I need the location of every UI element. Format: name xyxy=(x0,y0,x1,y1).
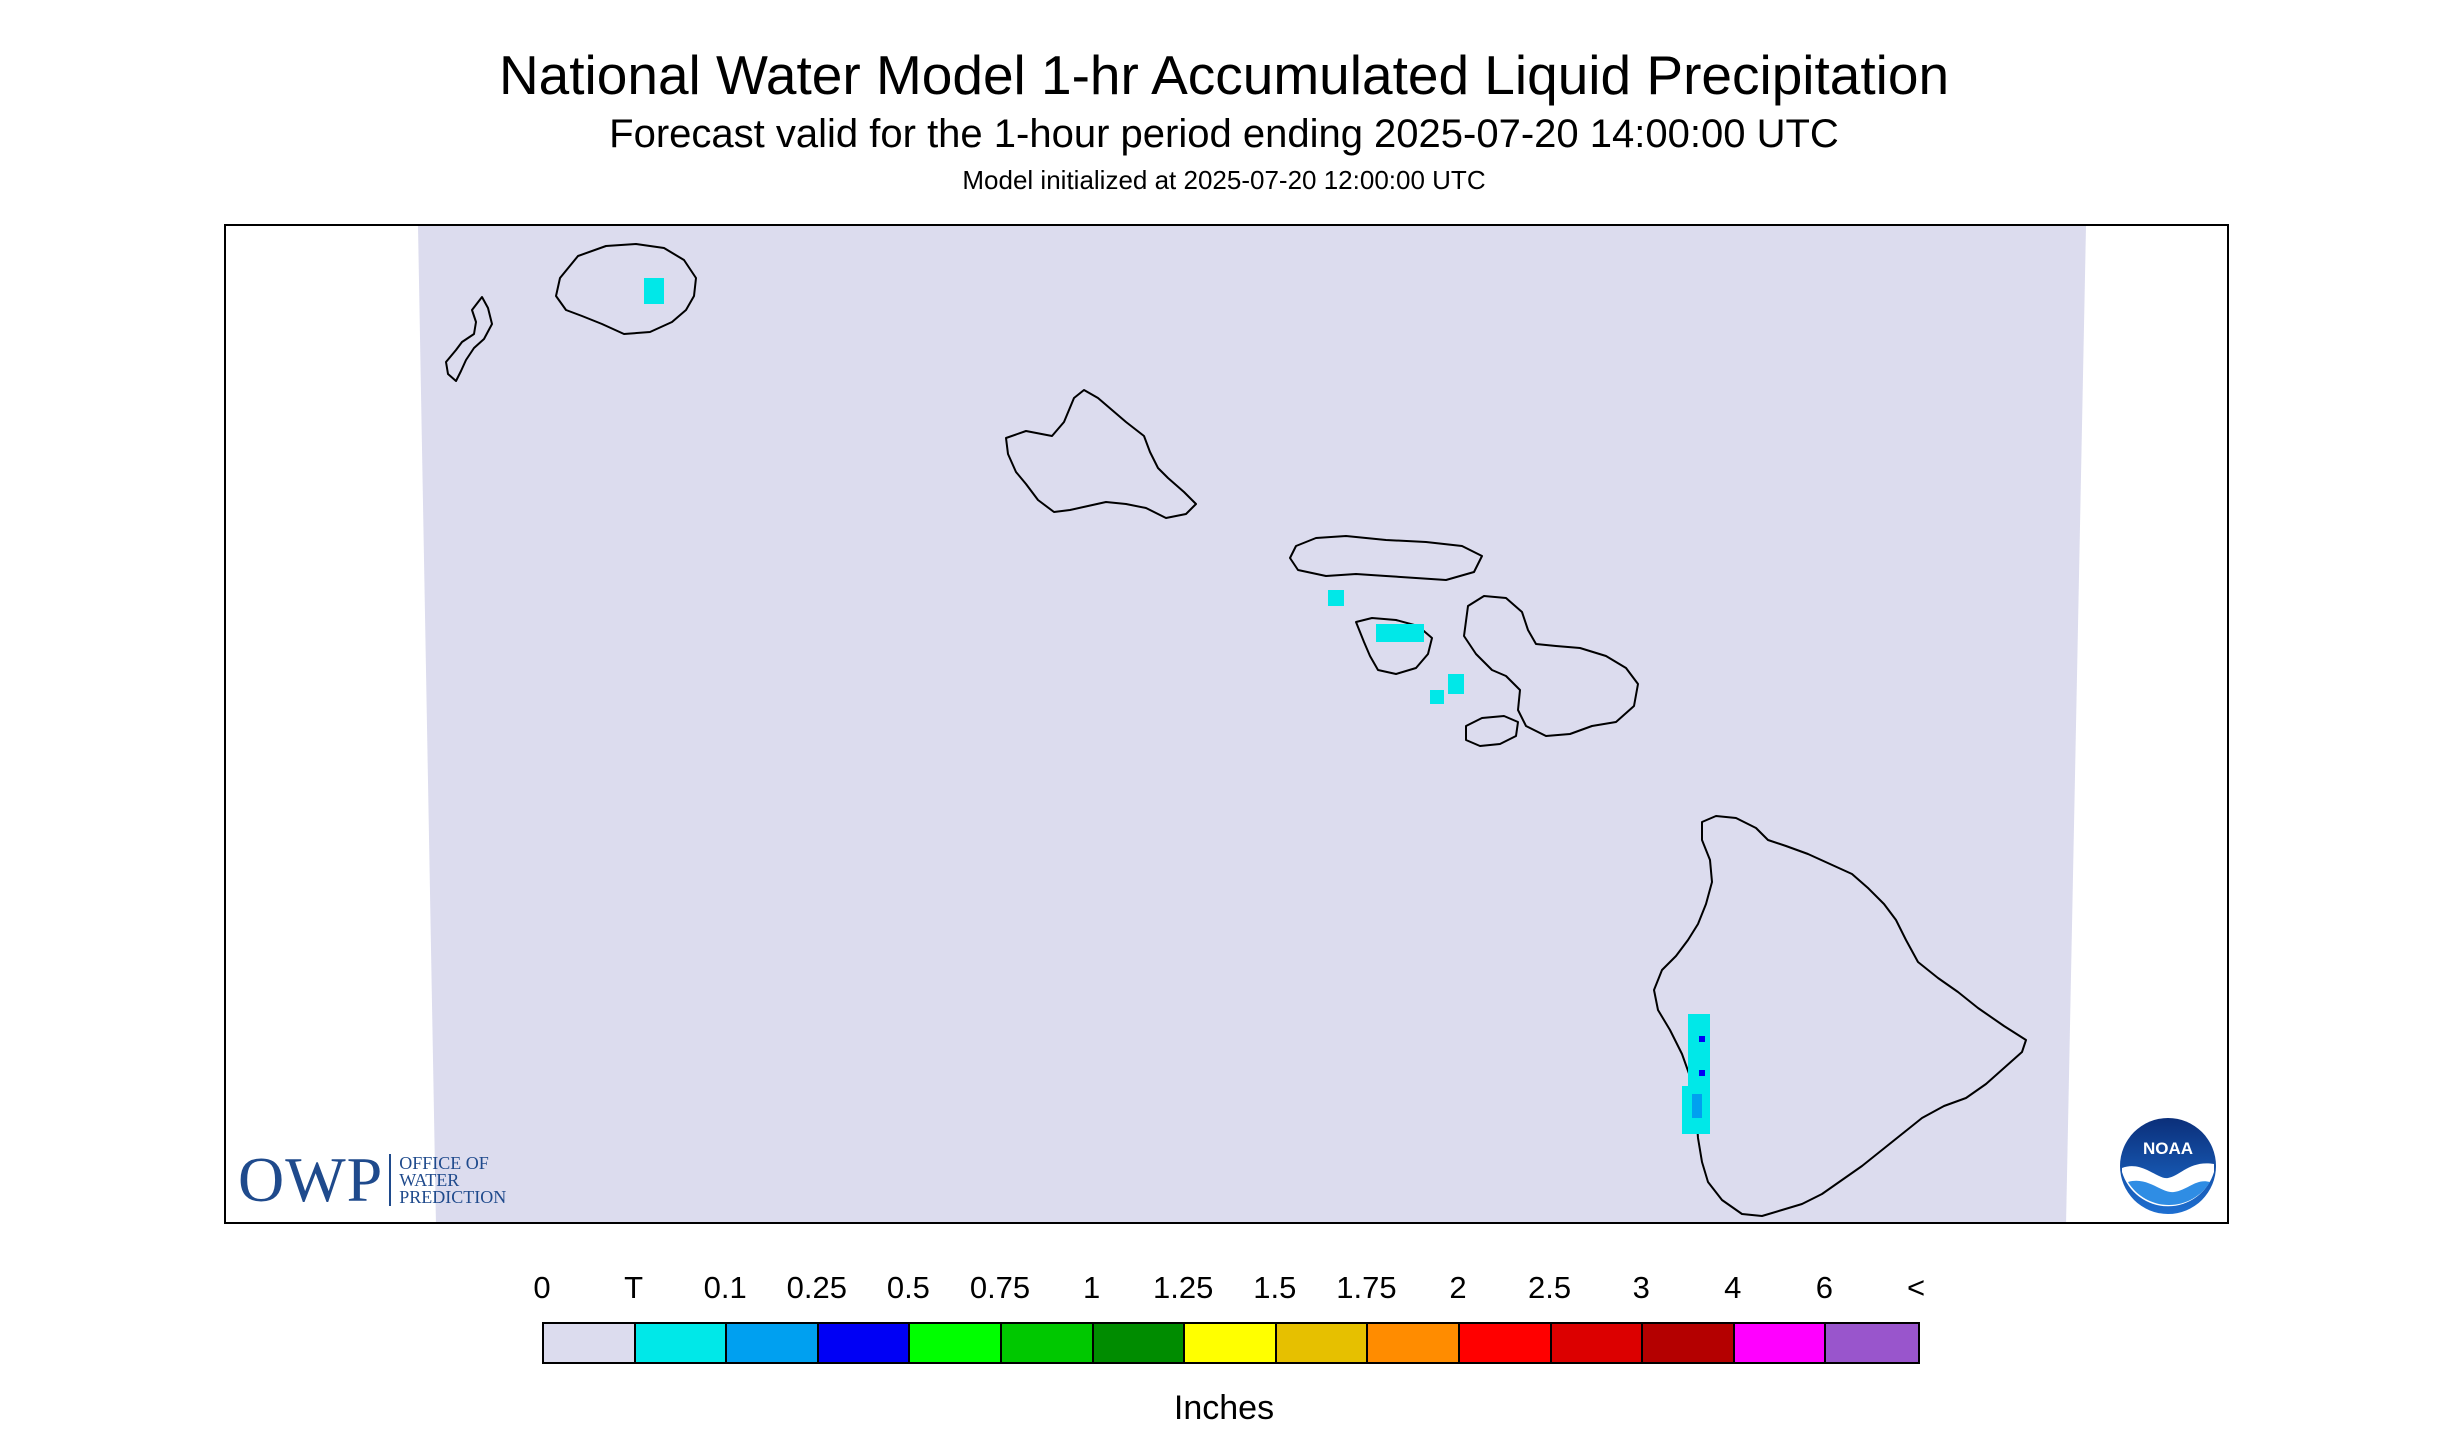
legend-swatch xyxy=(635,1324,728,1362)
legend-units: Inches xyxy=(1173,1389,1275,1427)
legend-label: < xyxy=(1906,1270,1926,1305)
legend-label: 2 xyxy=(1449,1270,1467,1305)
forecast-valid-subtitle: Forecast valid for the 1-hour period end… xyxy=(609,112,1839,156)
legend-label: 0.75 xyxy=(969,1270,1031,1305)
molokai-outline xyxy=(1289,535,1483,581)
precip-hawaii-moderate-b xyxy=(1699,1070,1705,1076)
legend-label: 1.75 xyxy=(1336,1270,1397,1305)
owp-logo-text: OFFICE OF WATER PREDICTION xyxy=(399,1152,507,1207)
legend-label: 0.25 xyxy=(786,1270,847,1305)
legend-swatch xyxy=(1734,1324,1827,1362)
noaa-logo-text: NOAA xyxy=(2143,1139,2193,1158)
legend-swatch xyxy=(1276,1324,1369,1362)
kahoolawe-outline xyxy=(1465,715,1519,747)
precip-cells xyxy=(644,278,1710,1134)
map-canvas xyxy=(418,226,2086,1222)
kauai-outline xyxy=(555,243,697,335)
legend-swatch xyxy=(544,1324,636,1362)
legend-label: 2.5 xyxy=(1528,1270,1572,1305)
owp-logo-mark: OWP xyxy=(238,1144,384,1215)
legend-label: 0.1 xyxy=(703,1270,747,1305)
legend-swatch xyxy=(1368,1324,1460,1362)
legend-label: 1 xyxy=(1082,1270,1101,1305)
legend-label: 4 xyxy=(1724,1270,1742,1305)
niihau-outline xyxy=(445,296,493,382)
precip-kahoolawe-b xyxy=(1430,690,1444,704)
legend-swatch xyxy=(1459,1324,1552,1362)
precip-kauai xyxy=(644,278,664,304)
legend-color-bar xyxy=(542,1322,1920,1364)
legend-swatch xyxy=(1001,1324,1094,1362)
precip-molokai-west xyxy=(1328,590,1344,606)
lanai-outline xyxy=(1355,617,1433,675)
legend-label: T xyxy=(624,1270,644,1305)
legend-labels: 0 T 0.1 0.25 0.5 0.75 1 1.25 1.5 1.75 2 … xyxy=(0,1268,2448,1308)
legend-swatch xyxy=(1826,1324,1918,1362)
precip-hawaii-light xyxy=(1692,1094,1702,1118)
legend-label: 3 xyxy=(1632,1270,1650,1305)
legend-swatch xyxy=(1643,1324,1735,1362)
hawaii-outline xyxy=(1653,815,2027,1217)
legend-label: 0.5 xyxy=(886,1270,930,1305)
legend-label: 1.25 xyxy=(1153,1270,1214,1305)
legend-swatch xyxy=(1551,1324,1644,1362)
legend-swatch xyxy=(727,1324,819,1362)
model-init-line: Model initialized at 2025-07-20 12:00:00… xyxy=(962,165,1486,195)
legend-label: 0 xyxy=(533,1270,551,1305)
owp-logo-divider xyxy=(389,1154,392,1206)
legend-swatch xyxy=(1093,1324,1186,1362)
maui-outline xyxy=(1463,595,1639,737)
oahu-outline xyxy=(1005,389,1197,519)
legend-label: 6 xyxy=(1815,1270,1834,1305)
owp-logo: OWP OFFICE OF WATER PREDICTION xyxy=(238,1148,506,1212)
noaa-logo: NOAA xyxy=(2120,1118,2216,1214)
legend-swatch xyxy=(910,1324,1002,1362)
model-domain xyxy=(418,226,2086,1222)
precip-lanai xyxy=(1376,624,1424,642)
map-title: National Water Model 1-hr Accumulated Li… xyxy=(498,44,1950,106)
precip-hawaii-moderate-a xyxy=(1699,1036,1705,1042)
legend-swatch xyxy=(1185,1324,1277,1362)
precip-kahoolawe-a xyxy=(1448,674,1464,694)
map-panel xyxy=(224,224,2229,1224)
legend-swatch xyxy=(818,1324,911,1362)
legend-label: 1.5 xyxy=(1253,1270,1297,1305)
